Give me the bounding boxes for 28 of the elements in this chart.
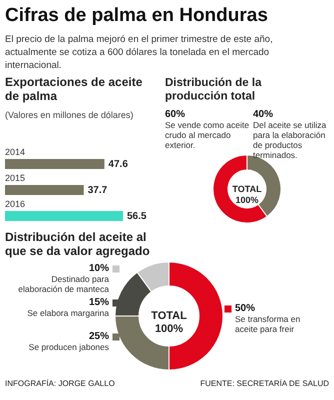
text: INFOGRAFÍA: JORGE GALLO (5, 379, 115, 388)
legend-label: Se transforma en aceite para freir (235, 314, 300, 334)
legend-label: Se elabora margarina (27, 308, 110, 318)
data-label: 10% (88, 263, 110, 274)
y-tick-label: 2014 (5, 147, 26, 157)
legend-label: Destinado para elaboración de manteca (18, 274, 110, 294)
chart-title: Exportaciones de aceite de palma (5, 75, 143, 103)
chart-title: Distribución de la producción total (165, 77, 262, 102)
legend-label: Se producen jabones (28, 342, 109, 352)
y-tick-label: 2016 (5, 199, 26, 209)
text: TOTAL 100% (232, 184, 262, 205)
text: TOTAL 100% (151, 310, 188, 336)
slice-label: Del aceite se utiliza para la elaboración de productos terminados. (253, 120, 326, 160)
data-label: 15% (88, 297, 110, 308)
data-label: 25% (88, 331, 110, 342)
data-label: 60% (165, 109, 186, 120)
chart-subtitle: (Valores en millones de dólares) (5, 110, 134, 120)
text: Cifras de palma en Honduras (5, 5, 268, 26)
data-label: 56.5 (127, 211, 147, 222)
y-tick-label: 2015 (5, 173, 26, 183)
chart-title: Distribución del aceite al que se da valor agregado (5, 230, 150, 258)
data-label: 37.7 (88, 185, 108, 196)
slice-label: Se vende como aceite crudo al mercado exterior. (165, 120, 250, 150)
data-label: 40% (253, 109, 274, 120)
text: El precio de la palma mejoró en el primer trimestre de este año, actualmente se cotiza a 600 dólares la tonelada en el mercado internacional. (5, 34, 273, 71)
data-label: 50% (235, 303, 256, 314)
data-label: 47.6 (108, 159, 128, 170)
source-note: FUENTE: SECRETARÍA DE SALUD (200, 379, 330, 388)
